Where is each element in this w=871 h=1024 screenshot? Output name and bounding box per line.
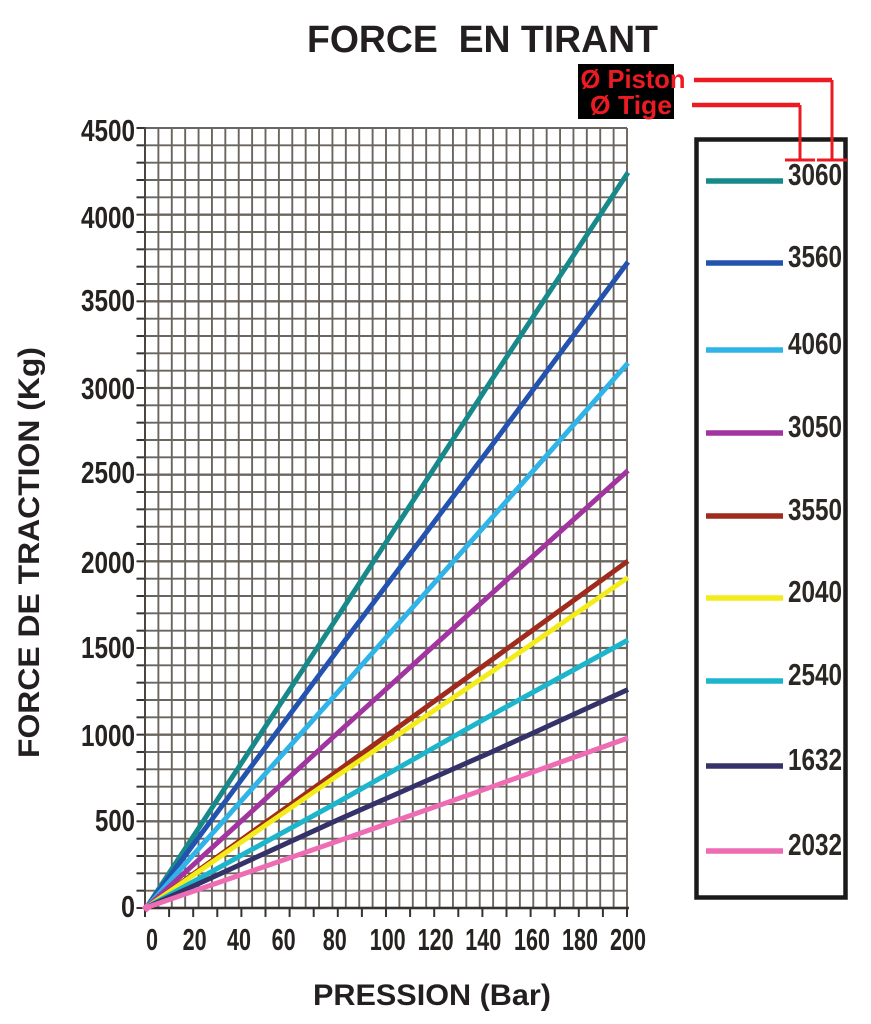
svg-text:2500: 2500 [81,455,135,490]
svg-text:PRESSION (Bar): PRESSION (Bar) [313,979,551,1012]
svg-text:1000: 1000 [81,718,135,753]
svg-text:100: 100 [370,922,406,957]
svg-text:40: 40 [227,922,251,957]
svg-text:3060: 3060 [788,157,842,192]
svg-text:2032: 2032 [788,827,842,862]
svg-text:0: 0 [121,889,135,924]
svg-text:0: 0 [146,922,158,957]
svg-text:180: 180 [562,922,598,957]
svg-text:FORCE DE TRACTION (Kg): FORCE DE TRACTION (Kg) [13,347,46,758]
svg-text:500: 500 [95,803,135,838]
svg-text:2000: 2000 [81,545,135,580]
svg-text:200: 200 [610,922,646,957]
svg-text:1632: 1632 [788,742,842,777]
svg-text:140: 140 [465,922,501,957]
svg-text:80: 80 [323,922,347,957]
svg-text:3000: 3000 [81,371,135,406]
svg-text:1500: 1500 [81,630,135,665]
svg-text:3500: 3500 [81,283,135,318]
svg-text:20: 20 [183,922,207,957]
svg-text:4060: 4060 [788,326,842,361]
svg-text:3550: 3550 [788,492,842,527]
svg-text:4500: 4500 [81,113,135,148]
svg-text:Ø Piston: Ø Piston [581,64,686,94]
svg-text:120: 120 [418,922,454,957]
svg-text:FORCE EN TIRANT: FORCE EN TIRANT [307,19,658,61]
svg-text:3560: 3560 [788,239,842,274]
svg-text:60: 60 [272,922,296,957]
svg-text:2540: 2540 [788,657,842,692]
svg-text:160: 160 [514,922,550,957]
svg-text:4000: 4000 [81,200,135,235]
svg-text:Ø Tige: Ø Tige [590,90,672,120]
svg-text:3050: 3050 [788,409,842,444]
svg-text:2040: 2040 [788,574,842,609]
